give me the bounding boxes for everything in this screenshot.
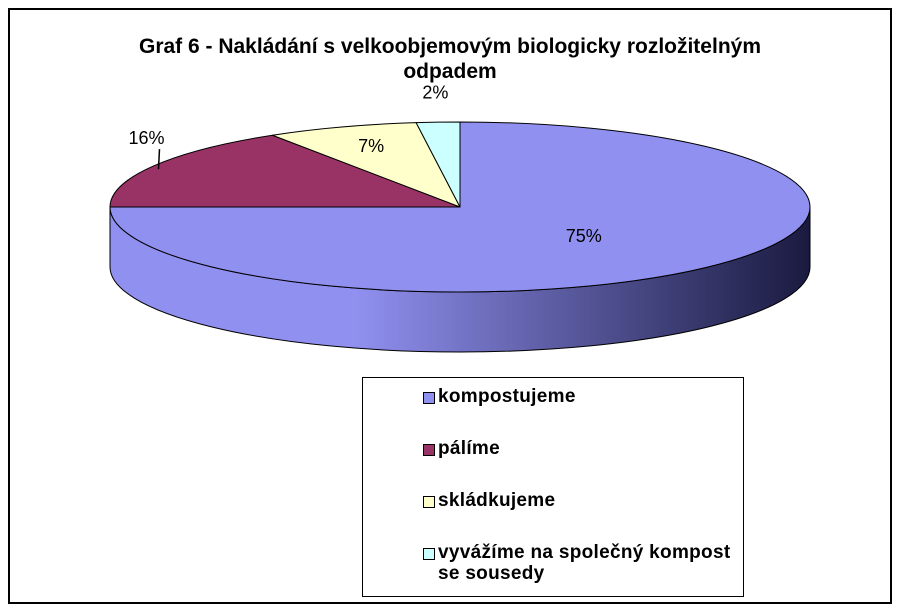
data-label: 16% xyxy=(128,128,164,148)
legend-label: vyvážíme na společný kompost se sousedy xyxy=(438,542,731,584)
legend: kompostujeme pálíme skládkujeme vyvážíme na… xyxy=(362,377,744,597)
legend-swatch xyxy=(423,496,435,508)
legend-label: pálíme xyxy=(438,438,500,459)
legend-entry: kompostujeme xyxy=(423,386,735,407)
data-label: 2% xyxy=(422,83,448,103)
slice xyxy=(271,122,461,208)
slice xyxy=(109,134,461,208)
slice xyxy=(109,121,811,293)
legend-swatch xyxy=(423,548,435,560)
legend-entry: skládkujeme xyxy=(423,490,735,511)
legend-swatch xyxy=(423,392,435,404)
slice xyxy=(415,121,461,208)
legend-label: skládkujeme xyxy=(438,490,556,511)
legend-entry: vyvážíme na společný kompost se sousedy xyxy=(423,542,735,584)
chart-frame xyxy=(8,8,892,604)
legend-entry: pálíme xyxy=(423,438,735,459)
chart-title: Graf 6 - Nakládání s velkoobjemovým biol… xyxy=(138,35,761,83)
legend-swatch xyxy=(423,444,435,456)
data-label: 75% xyxy=(566,226,602,246)
data-label: 7% xyxy=(358,136,384,156)
legend-label: kompostujeme xyxy=(438,386,576,407)
leader-line xyxy=(157,149,161,170)
